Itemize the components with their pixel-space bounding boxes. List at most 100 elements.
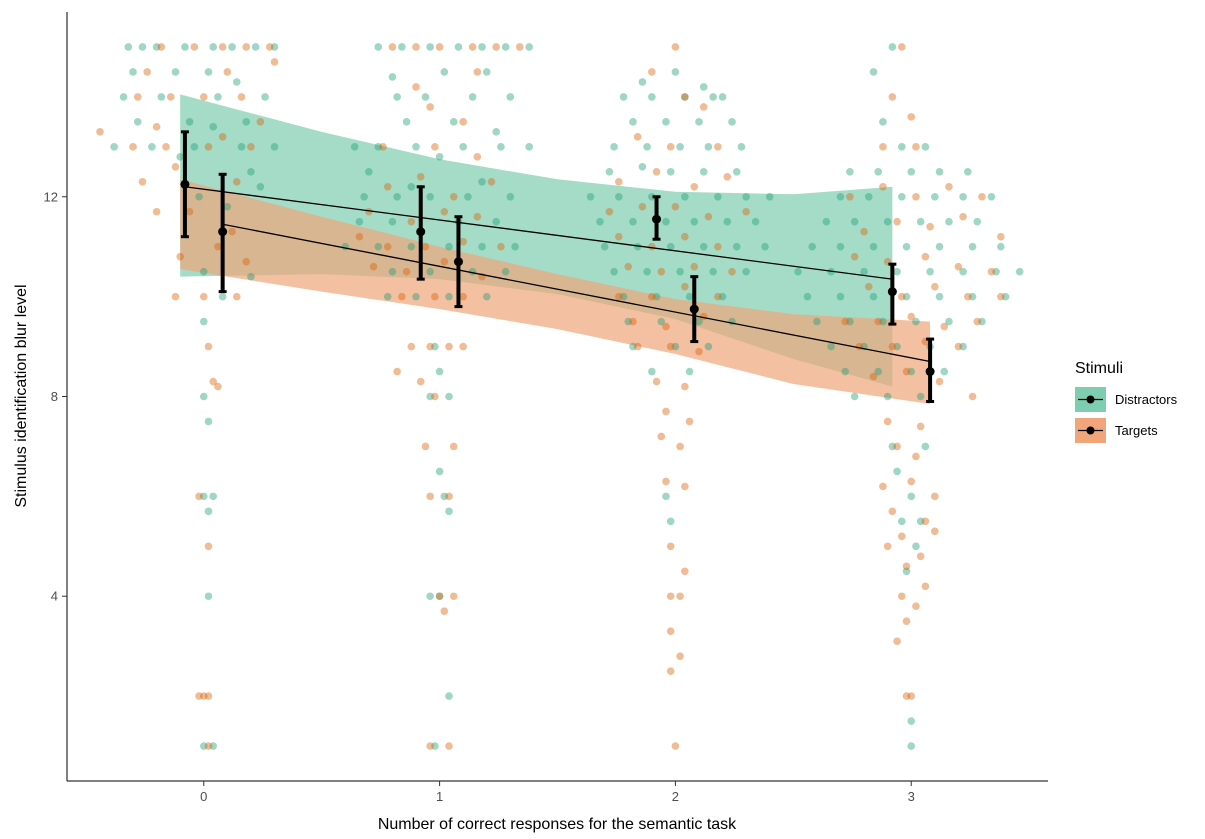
targets-data-point [232,177,241,186]
distractors-data-point [676,267,684,276]
distractors-data-point [888,442,897,451]
targets-data-point [968,392,977,401]
distractors-data-point [435,467,444,476]
targets-data-point [171,292,180,301]
targets-data-point [912,143,920,151]
distractors-data-point [204,507,213,516]
x-tick-label: 2 [672,789,679,804]
targets-data-point [931,527,939,536]
distractors-data-point [610,267,618,276]
distractors-data-point [482,68,491,76]
distractors-data-point [199,317,208,326]
targets-data-point [855,342,864,351]
distractors-data-point [638,162,647,171]
targets-data-point [954,342,963,351]
targets-data-point [931,282,939,291]
x-ticks: 0 1 2 3 [200,781,915,804]
targets-data-point [997,292,1005,301]
distractors-data-point [864,192,873,201]
distractors-data-point [138,43,147,51]
legend-label-targets: Targets [1115,423,1158,438]
distractors-data-point [435,367,444,376]
y-ticks: 4 8 12 [44,189,67,604]
distractors-data-point [869,242,878,251]
legend-label-distractors: Distractors [1115,392,1178,407]
targets-data-point [728,267,736,276]
distractors-data-point [648,93,656,101]
distractors-data-point [907,742,916,750]
distractors-data-point [421,93,430,101]
distractors-data-point [350,143,359,151]
targets-data-point [897,532,906,541]
distractors-data-point [732,167,741,176]
targets-data-point [247,143,255,151]
targets-data-point [860,227,868,236]
distractors-data-point [464,192,472,201]
targets-data-point [897,592,906,601]
distractors-data-point [209,43,218,51]
targets-data-point [426,342,434,351]
targets-data-point [379,143,387,151]
targets-data-point [695,347,703,356]
targets-data-point [888,507,897,516]
targets-data-point [657,432,666,441]
distractors-data-point [242,118,251,126]
targets-data-point [931,492,939,501]
distractors-data-point [610,143,618,151]
distractors-data-point [813,317,821,326]
targets-data-point [964,292,972,301]
targets-data-point [893,637,901,645]
distractors-data-point [685,367,694,376]
targets-data-point [714,143,722,151]
distractors-data-point [209,123,218,131]
distractors-data-point [237,143,246,151]
distractors-data-point [445,692,453,700]
distractors-data-point [133,118,142,126]
distractors-data-point [992,267,1000,276]
distractors-data-point [638,78,647,86]
distractors-data-point [959,267,967,276]
targets-data-point [388,43,397,51]
distractors-data-point [1001,292,1010,301]
distractors-data-point [879,118,887,126]
distractors-data-point [629,342,637,351]
distractors-data-point [129,68,137,76]
distractors-data-point [761,242,769,251]
distractors-data-point [964,167,972,176]
distractors-data-point [374,143,383,151]
distractors-data-point [695,118,703,126]
distractors-data-point [916,392,925,401]
targets-data-point [431,392,439,401]
targets-data-point [218,43,227,51]
distractors-data-point [374,43,383,51]
distractors-data-point [935,167,944,176]
targets-data-point [412,43,420,51]
targets-data-point [171,162,180,171]
distractors-data-point [256,182,265,191]
distractors-data-point [501,267,510,276]
distractors-data-point [723,217,732,226]
targets-data-point [383,242,392,251]
distractors-data-point [728,118,736,126]
targets-data-point [129,143,137,151]
distractors-data-point [407,242,416,251]
targets-data-point [666,542,675,551]
distractors-data-point [699,242,708,251]
distractors-data-point [624,317,633,326]
targets-data-point [416,377,425,386]
targets-mean-point [689,304,699,314]
targets-data-point [445,342,453,351]
y-tick-label: 8 [51,389,58,404]
distractors-data-point [685,292,694,301]
distractors-data-point [893,467,901,476]
targets-data-point [662,407,670,416]
distractors-data-point [181,43,189,51]
targets-data-point [440,257,449,266]
targets-data-point [742,207,750,216]
targets-data-point [204,742,213,750]
targets-data-point [459,237,467,246]
distractors-data-point [959,342,967,351]
targets-data-point [978,192,986,201]
targets-data-point [421,442,430,451]
y-tick-label: 12 [44,189,58,204]
